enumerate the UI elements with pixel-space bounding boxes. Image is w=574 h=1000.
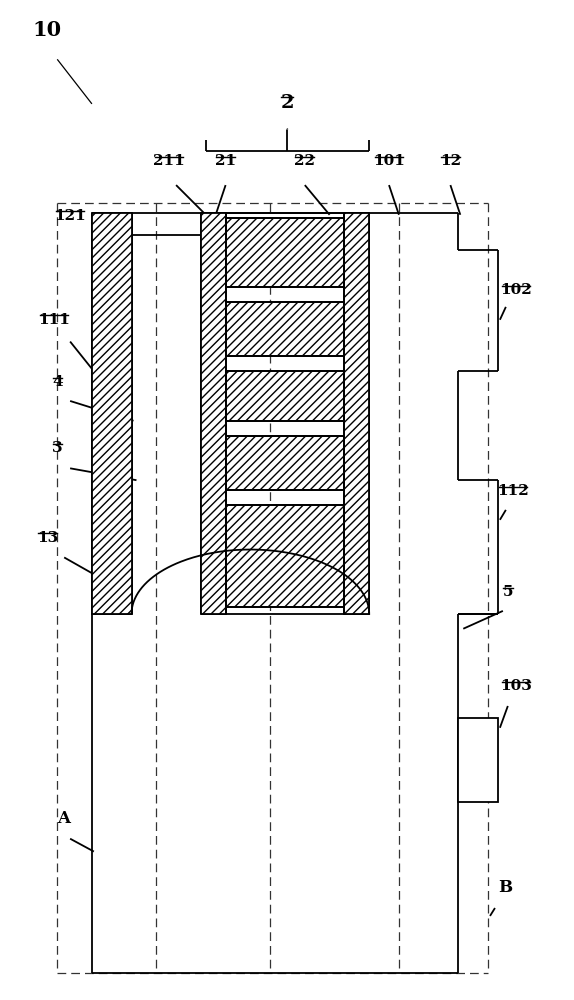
Text: A: A [57,810,70,827]
Text: 12: 12 [440,154,461,168]
Bar [226,505,344,607]
Text: 13: 13 [37,531,58,545]
Text: 121: 121 [55,209,86,223]
Bar [226,302,344,356]
Text: 2: 2 [280,94,294,112]
Bar [226,218,344,287]
Text: 4: 4 [52,375,63,389]
Bar [226,436,344,490]
Text: 102: 102 [500,283,532,297]
Text: 211: 211 [153,154,185,168]
Text: 10: 10 [33,20,61,40]
Text: 3: 3 [52,441,63,455]
Text: 101: 101 [373,154,405,168]
Text: 22: 22 [294,154,315,168]
Text: 5: 5 [503,585,513,599]
Text: 111: 111 [38,313,70,327]
Bar [458,718,498,802]
Text: B: B [498,879,512,896]
Bar [201,213,226,614]
Bar [92,213,131,614]
Bar [344,213,369,614]
Text: 112: 112 [497,484,529,498]
Text: 21: 21 [215,154,236,168]
Bar [226,371,344,421]
Text: 103: 103 [500,679,532,693]
